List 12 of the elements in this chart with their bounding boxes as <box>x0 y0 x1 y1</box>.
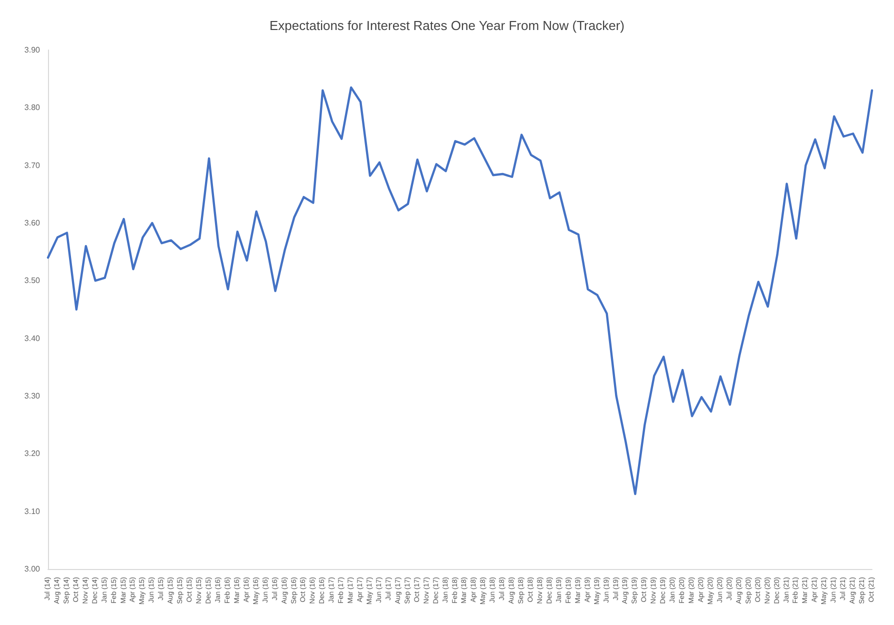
y-tick-label: 3.00 <box>24 564 41 574</box>
y-tick-label: 3.90 <box>24 46 41 54</box>
y-tick-label: 3.50 <box>24 276 41 286</box>
y-tick-label: 3.30 <box>24 392 41 400</box>
y-tick-label: 3.80 <box>24 103 41 112</box>
y-tick-label: 3.10 <box>24 506 41 516</box>
line-series <box>46 86 874 496</box>
y-tick-label: 3.70 <box>24 160 41 170</box>
y-tick-label: 3.40 <box>24 334 41 343</box>
y-tick-label: 3.20 <box>24 449 41 458</box>
chart-title: Expectations for Interest Rates One Year From Now (Tracker) <box>270 18 624 33</box>
y-tick-label: 3.60 <box>24 218 41 228</box>
